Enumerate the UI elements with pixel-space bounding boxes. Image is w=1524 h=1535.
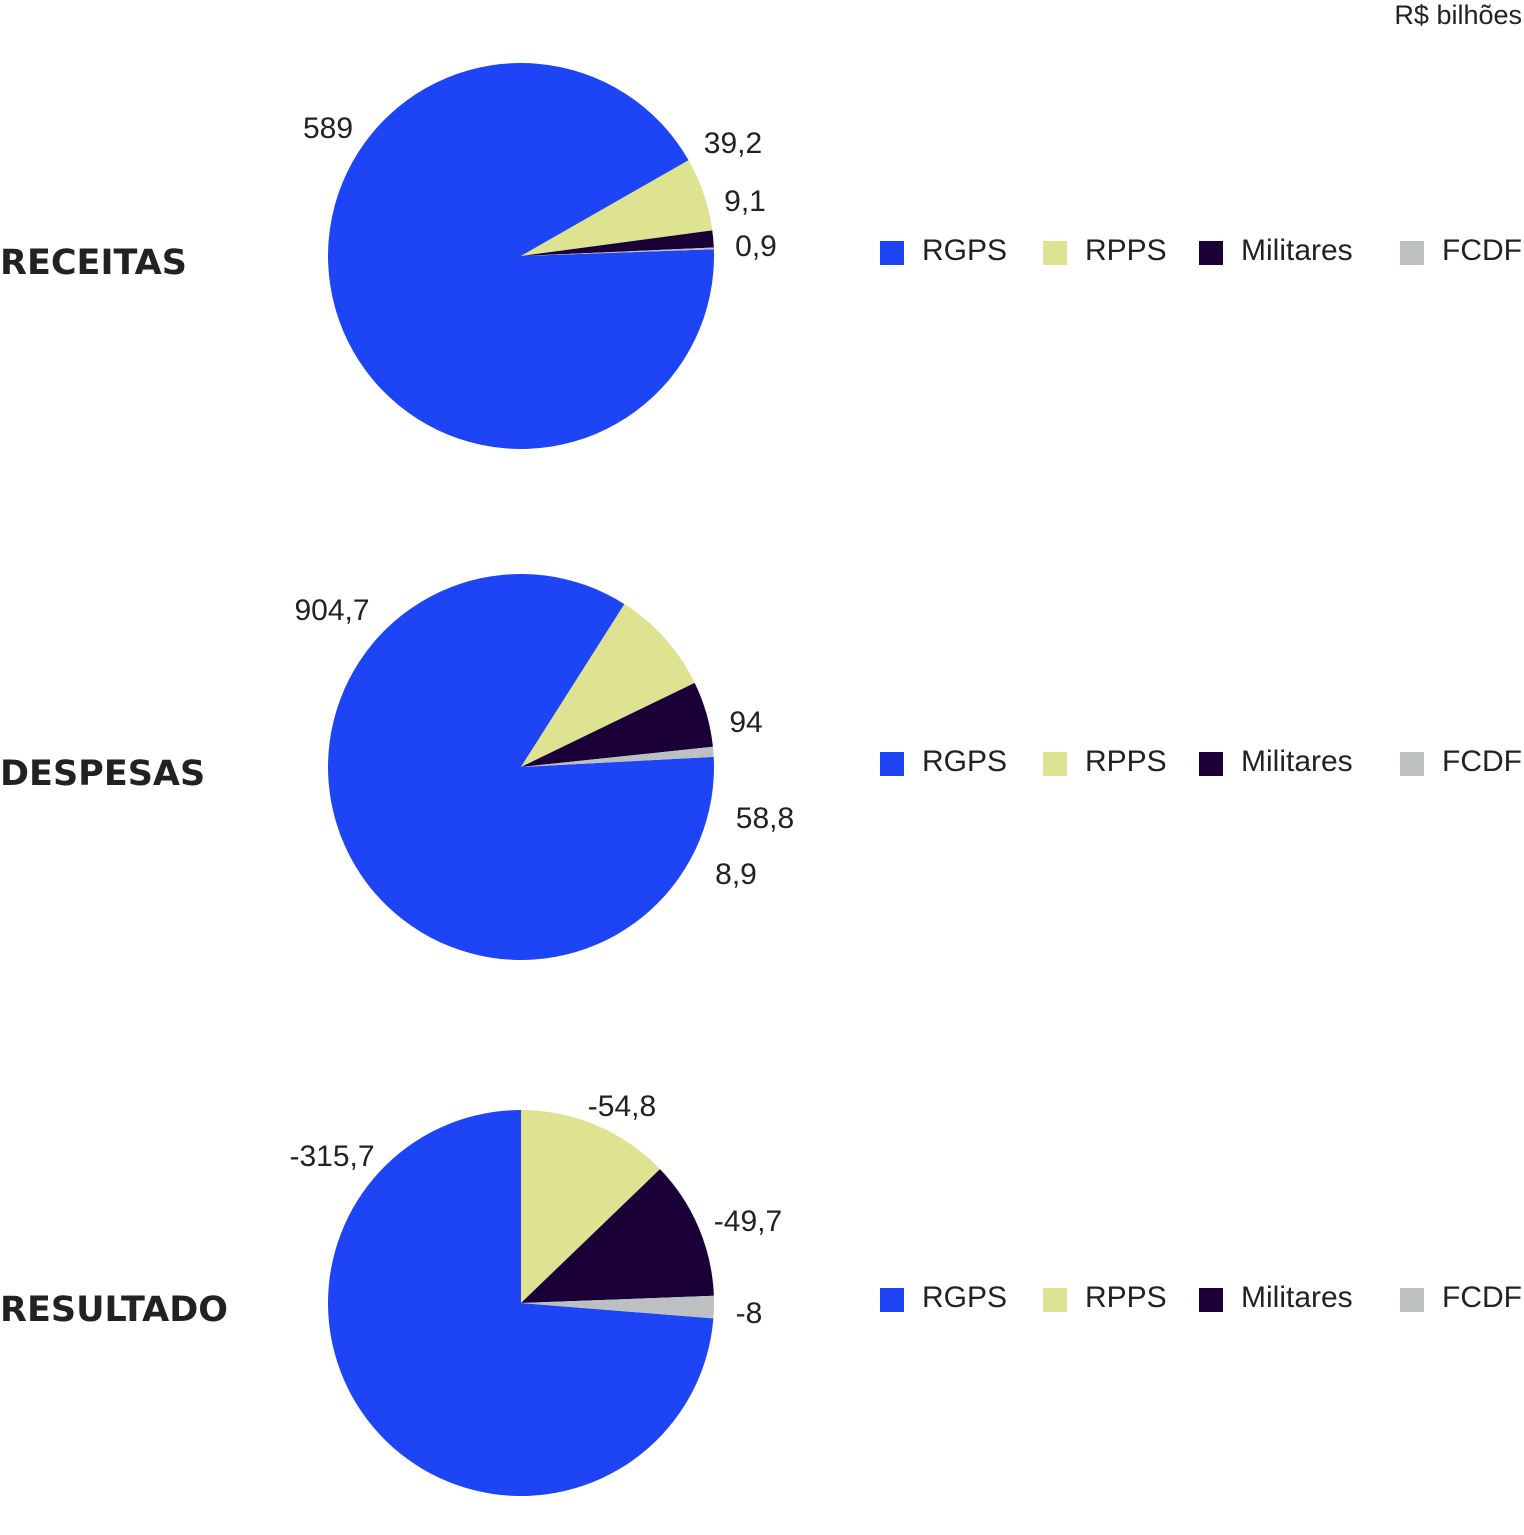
slice-value-label: -49,7: [714, 1205, 782, 1238]
pie-slice-rgps: [327, 573, 714, 960]
pie-slice-militares: [521, 1169, 714, 1303]
slice-value-label: -8: [736, 1297, 763, 1330]
slice-value-label: 39,2: [704, 127, 762, 160]
slice-value-label: 904,7: [294, 594, 369, 627]
legend-swatch: [1400, 752, 1424, 776]
pie-slice-rgps: [328, 63, 714, 450]
pie-slice-rpps: [521, 1110, 661, 1303]
pie-slice-militares: [521, 682, 713, 767]
pie-title: RESULTADO: [0, 1290, 228, 1330]
legend-swatch: [1043, 241, 1067, 265]
slice-value-label: -54,8: [588, 1090, 656, 1123]
slice-value-label: 58,8: [736, 802, 794, 835]
legend-swatch: [1043, 752, 1067, 776]
legend: RGPS RPPS Militares FCDF: [880, 1279, 1524, 1319]
pie-slice-militares: [521, 230, 714, 256]
legend-label: Militares: [1241, 234, 1353, 267]
slice-value-label: 589: [303, 112, 353, 145]
pie-resultado: RESULTADO -315,7 -54,8 -49,7 -8: [0, 1090, 782, 1496]
pie-despesas: DESPESAS 904,7 94 58,8 8,9: [0, 573, 794, 960]
legend-label: RPPS: [1085, 1281, 1167, 1314]
pie-title: RECEITAS: [0, 243, 187, 283]
unit-label: R$ bilhões: [1394, 0, 1522, 30]
legend-label: RPPS: [1085, 745, 1167, 778]
legend-label: FCDF: [1442, 745, 1522, 778]
legend-label: RPPS: [1085, 234, 1167, 267]
legend-label: Militares: [1241, 745, 1353, 778]
pie-title: DESPESAS: [0, 754, 205, 794]
legend-label: RGPS: [922, 1281, 1008, 1314]
legend-swatch: [1400, 1288, 1424, 1312]
legend-swatch: [880, 1288, 904, 1312]
legend-label: RGPS: [922, 745, 1008, 778]
pie-receitas: RECEITAS 589 39,2 9,1 0,9: [0, 63, 777, 450]
legend-swatch: [1400, 241, 1424, 265]
pie-slice-rpps: [521, 604, 695, 767]
slice-value-label: -315,7: [289, 1140, 374, 1173]
legend-label: FCDF: [1442, 234, 1522, 267]
slice-value-label: 94: [729, 706, 762, 739]
slice-value-label: 9,1: [724, 185, 766, 218]
pie-slice-rpps: [521, 160, 713, 256]
legend-swatch: [1199, 752, 1223, 776]
legend-label: FCDF: [1442, 1281, 1522, 1314]
legend: RGPS RPPS Militares FCDF: [880, 743, 1524, 783]
legend: RGPS RPPS Militares FCDF: [880, 232, 1524, 272]
legend-swatch: [1199, 1288, 1223, 1312]
pie-slice-fcdf: [521, 1295, 714, 1319]
legend-label: Militares: [1241, 1281, 1353, 1314]
legend-swatch: [880, 752, 904, 776]
pie-slice-rgps: [327, 1110, 714, 1496]
legend-label: RGPS: [922, 234, 1008, 267]
legend-swatch: [1199, 241, 1223, 265]
slice-value-label: 0,9: [735, 230, 777, 263]
legend-swatch: [1043, 1288, 1067, 1312]
pie-slice-fcdf: [521, 746, 714, 767]
legend-swatch: [880, 241, 904, 265]
slice-value-label: 8,9: [715, 858, 757, 891]
pie-slice-fcdf: [521, 247, 714, 256]
